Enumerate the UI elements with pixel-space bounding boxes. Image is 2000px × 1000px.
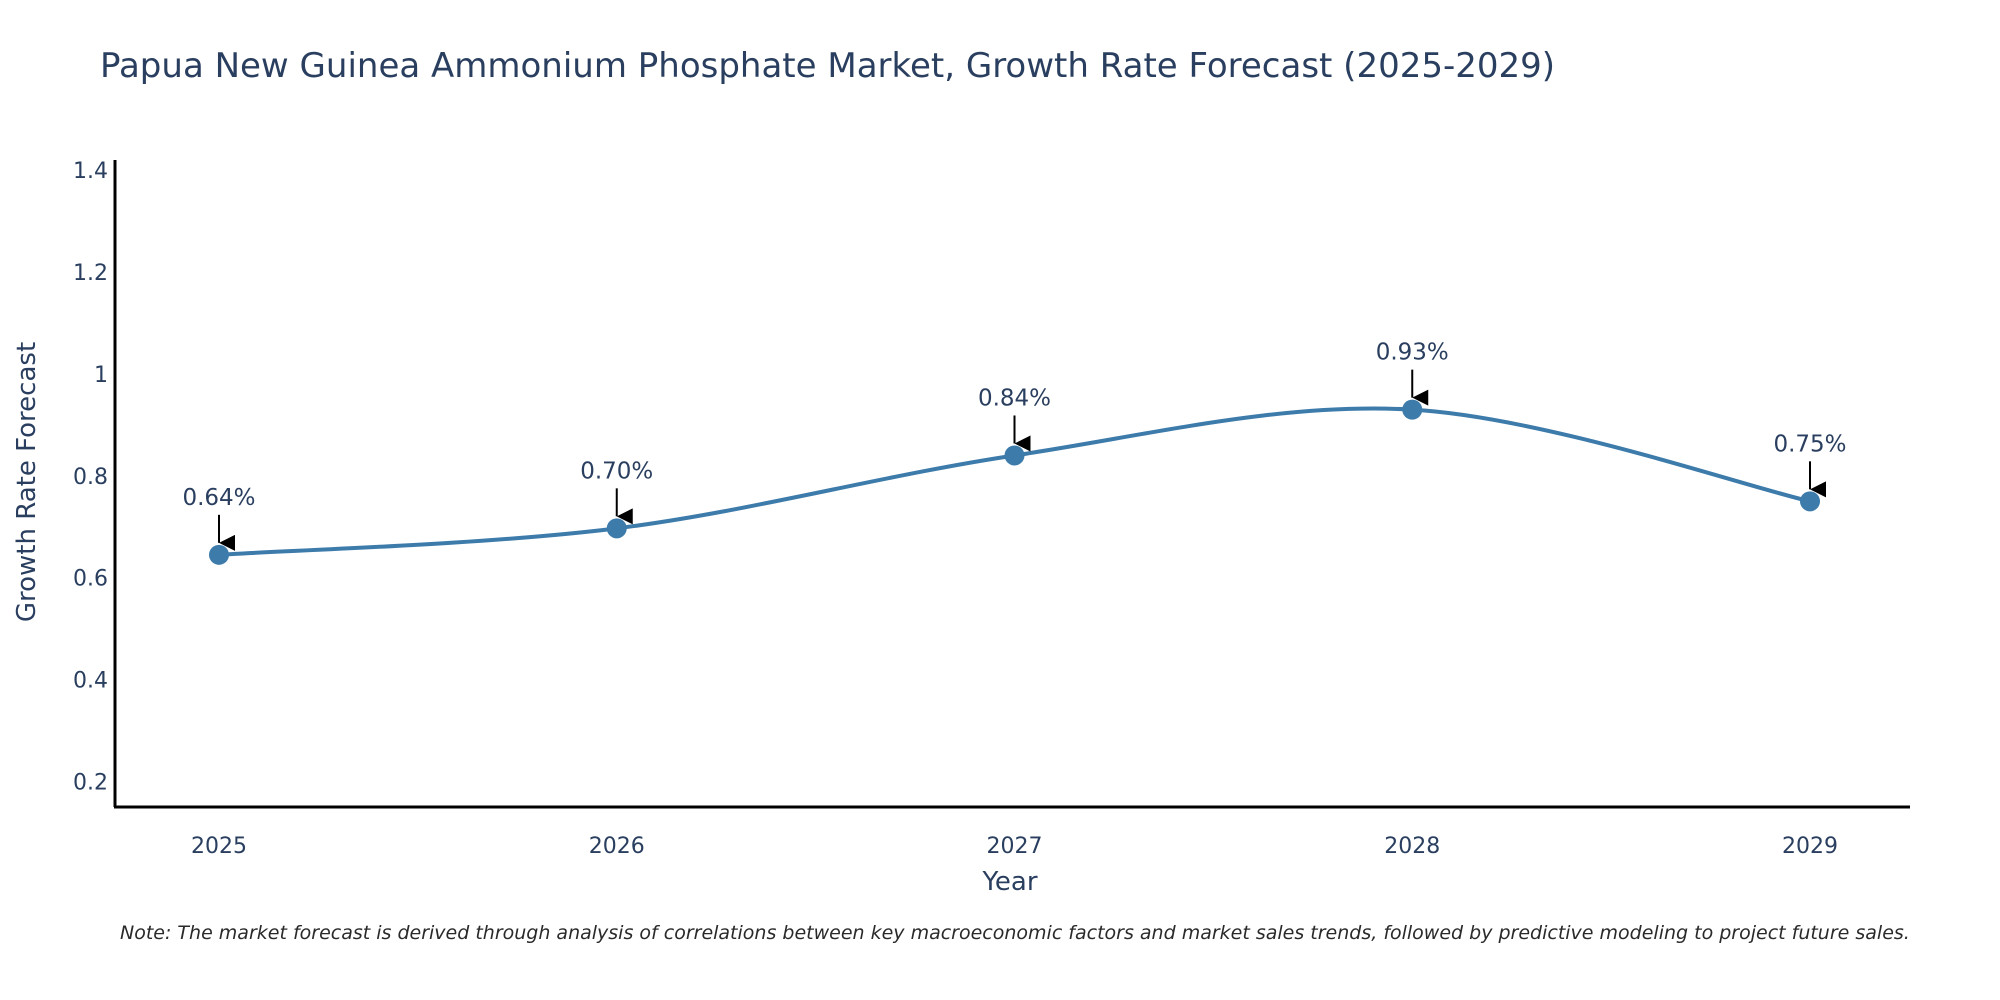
y-tick-label: 1.2 xyxy=(73,261,108,286)
y-axis-title: Growth Rate Forecast xyxy=(12,342,42,622)
x-tick-label: 2027 xyxy=(987,834,1043,859)
data-point xyxy=(606,518,627,539)
data-point xyxy=(209,544,229,565)
chart-note: Note: The market forecast is derived thr… xyxy=(120,922,1910,944)
x-axis-title: Year xyxy=(981,867,1037,897)
data-label: 0.70% xyxy=(580,458,653,484)
axes-layer: 0.2 0.4 0.6 0.8 1 1.2 1.4 2025 2026 2027 2028 2029 xyxy=(73,159,1910,859)
y-tick-label: 0.2 xyxy=(73,771,108,796)
x-tick-label: 2029 xyxy=(1782,834,1838,859)
x-tick-label: 2028 xyxy=(1384,834,1440,859)
y-tick-label: 0.4 xyxy=(73,669,108,694)
y-tick-label: 0.6 xyxy=(73,567,108,592)
y-tick-label: 1 xyxy=(94,363,108,388)
data-label: 0.84% xyxy=(978,385,1051,411)
data-label: 0.64% xyxy=(182,485,255,511)
y-tick-label: 0.8 xyxy=(73,465,108,490)
data-point xyxy=(1004,445,1025,466)
data-point xyxy=(1402,399,1423,420)
data-label: 0.93% xyxy=(1376,340,1449,366)
y-tick-label: 1.4 xyxy=(73,159,108,184)
data-label: 0.75% xyxy=(1773,431,1846,457)
data-point xyxy=(1800,491,1820,512)
labels-layer: 0.64% 0.70% 0.84% 0.93% 0.75% xyxy=(182,340,1847,551)
x-tick-label: 2025 xyxy=(191,834,247,859)
chart-title: Papua New Guinea Ammonium Phosphate Mark… xyxy=(100,46,1556,86)
x-tick-label: 2026 xyxy=(589,834,645,859)
